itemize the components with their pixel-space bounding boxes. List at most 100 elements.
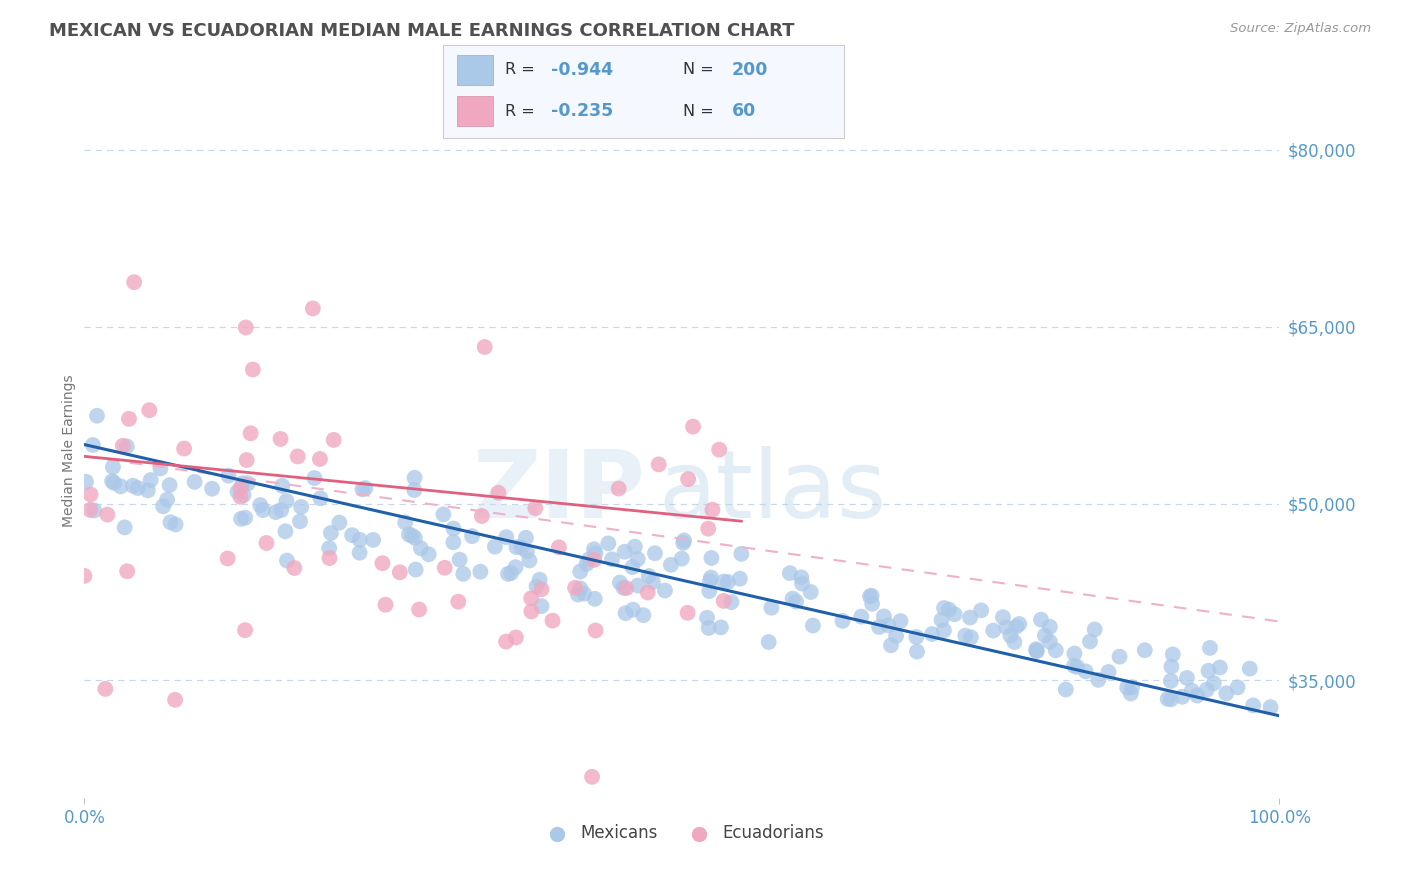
Point [868, 620, 890, 634]
Point [418, 547, 440, 561]
Text: 60: 60 [731, 102, 755, 120]
Point [671, 551, 693, 566]
Point [73, 569, 96, 583]
Point [1160, 673, 1182, 688]
Point [564, 581, 586, 595]
Point [627, 578, 650, 592]
Point [235, 453, 257, 467]
Point [404, 483, 426, 497]
Point [600, 552, 623, 566]
Point [960, 630, 983, 644]
Point [581, 770, 603, 784]
Point [229, 490, 252, 504]
Point [1209, 660, 1232, 674]
Point [1063, 658, 1085, 673]
Point [621, 602, 644, 616]
Point [717, 574, 740, 589]
Point [582, 542, 605, 557]
Point [1108, 649, 1130, 664]
Point [82, 438, 104, 452]
Point [349, 546, 371, 560]
Point [659, 558, 682, 572]
Point [1033, 628, 1056, 642]
Point [235, 320, 257, 334]
Point [637, 569, 659, 583]
Point [520, 591, 543, 606]
Point [118, 412, 141, 426]
Point [860, 589, 883, 603]
Point [1195, 682, 1218, 697]
Point [1025, 644, 1047, 658]
Y-axis label: Median Male Earnings: Median Male Earnings [62, 374, 76, 527]
Point [136, 483, 159, 498]
Point [1008, 617, 1031, 632]
Point [79, 503, 101, 517]
Point [352, 483, 374, 497]
Point [627, 552, 650, 566]
Text: -0.235: -0.235 [551, 102, 613, 120]
Point [889, 614, 911, 628]
Point [569, 582, 592, 596]
Point [398, 527, 420, 541]
Point [432, 508, 454, 522]
Point [1063, 647, 1085, 661]
Point [388, 566, 411, 580]
Point [682, 419, 704, 434]
Point [505, 631, 527, 645]
Point [1199, 640, 1222, 655]
Point [790, 570, 813, 584]
Point [374, 598, 396, 612]
Point [115, 564, 138, 578]
Point [443, 522, 465, 536]
Point [271, 479, 294, 493]
Point [598, 536, 620, 550]
Point [433, 560, 456, 574]
Point [404, 471, 426, 485]
Point [283, 561, 305, 575]
Point [110, 479, 132, 493]
Point [697, 621, 720, 635]
Text: R =: R = [505, 103, 540, 119]
Point [779, 566, 801, 581]
Point [111, 439, 134, 453]
Point [484, 540, 506, 554]
Point [1116, 681, 1139, 695]
Point [515, 531, 537, 545]
Point [614, 606, 637, 620]
Text: R =: R = [505, 62, 540, 78]
Point [86, 409, 108, 423]
Point [1171, 690, 1194, 704]
Point [1039, 634, 1062, 648]
Point [959, 610, 981, 624]
Point [242, 362, 264, 376]
Point [318, 541, 340, 556]
Point [1156, 691, 1178, 706]
Point [461, 529, 484, 543]
Point [486, 485, 509, 500]
Point [270, 432, 292, 446]
Point [516, 544, 538, 558]
Point [1160, 692, 1182, 706]
Point [233, 510, 256, 524]
Point [541, 614, 564, 628]
Point [526, 580, 548, 594]
Point [276, 494, 298, 508]
Point [1175, 671, 1198, 685]
Point [520, 604, 543, 618]
Point [728, 572, 751, 586]
Point [471, 508, 494, 523]
Point [955, 629, 977, 643]
Point [1039, 620, 1062, 634]
Point [1187, 689, 1209, 703]
Point [931, 613, 953, 627]
Point [981, 624, 1004, 638]
Point [1239, 662, 1261, 676]
Point [943, 607, 966, 622]
Point [1160, 659, 1182, 673]
Point [173, 442, 195, 456]
Point [451, 566, 474, 581]
Point [371, 556, 394, 570]
Point [730, 547, 752, 561]
Point [322, 433, 344, 447]
Point [152, 500, 174, 514]
